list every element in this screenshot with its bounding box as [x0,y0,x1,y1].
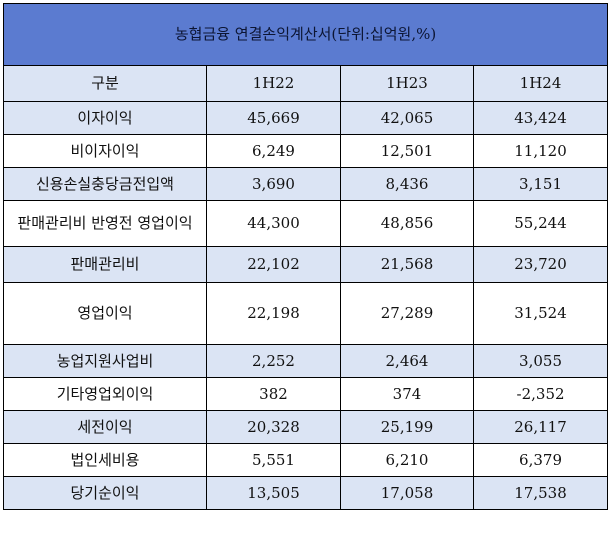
table-row: 기타영업외이익 382 374 -2,352 [3,377,609,411]
header-row: 구분 1H22 1H23 1H24 [3,65,609,102]
cell-1h22: 13,505 [206,476,341,510]
cell-1h22: 20,328 [206,410,341,444]
cell-1h24: 26,117 [472,410,609,444]
table-row: 이자이익 45,669 42,065 43,424 [3,101,609,135]
cell-1h23: 27,289 [340,282,474,345]
row-label: 이자이익 [3,101,207,135]
cell-1h22: 22,102 [206,246,341,283]
table-row: 신용손실충당금전입액 3,690 8,436 3,151 [3,167,609,201]
table-row: 당기순이익 13,505 17,058 17,538 [3,476,609,510]
table-row: 농업지원사업비 2,252 2,464 3,055 [3,344,609,378]
cell-1h22: 3,690 [206,167,341,201]
cell-1h23: 8,436 [340,167,474,201]
cell-1h23: 17,058 [340,476,474,510]
cell-1h22: 45,669 [206,101,341,135]
row-label: 세전이익 [3,410,207,444]
cell-1h24: 3,055 [472,344,609,378]
income-statement-table: 농협금융 연결손익계산서(단위:십억원,%) 구분 1H22 1H23 1H24… [2,3,609,510]
cell-1h23: 21,568 [340,246,474,283]
cell-1h22: 44,300 [206,200,341,247]
row-label: 비이자이익 [3,134,207,168]
cell-1h24: 11,120 [472,134,609,168]
cell-1h22: 382 [206,377,341,411]
row-label: 판매관리비 반영전 영업이익 [3,200,207,247]
cell-1h22: 6,249 [206,134,341,168]
row-label: 농업지원사업비 [3,344,207,378]
row-label: 판매관리비 [3,246,207,283]
cell-1h23: 42,065 [340,101,474,135]
cell-1h24: 6,379 [472,443,609,477]
row-label: 법인세비용 [3,443,207,477]
row-label: 기타영업외이익 [3,377,207,411]
cell-1h24: -2,352 [472,377,609,411]
table-row: 비이자이익 6,249 12,501 11,120 [3,134,609,168]
cell-1h24: 55,244 [472,200,609,247]
cell-1h24: 3,151 [472,167,609,201]
header-1h23: 1H23 [340,65,474,102]
table-row: 법인세비용 5,551 6,210 6,379 [3,443,609,477]
cell-1h22: 22,198 [206,282,341,345]
cell-1h23: 48,856 [340,200,474,247]
header-category: 구분 [3,65,207,102]
table-row: 세전이익 20,328 25,199 26,117 [3,410,609,444]
table-row: 판매관리비 반영전 영업이익 44,300 48,856 55,244 [3,200,609,247]
table-title: 농협금융 연결손익계산서(단위:십억원,%) [2,3,609,66]
cell-1h24: 43,424 [472,101,609,135]
row-label: 영업이익 [3,282,207,345]
cell-1h23: 12,501 [340,134,474,168]
cell-1h22: 5,551 [206,443,341,477]
cell-1h23: 6,210 [340,443,474,477]
header-1h22: 1H22 [206,65,341,102]
row-label: 당기순이익 [3,476,207,510]
cell-1h24: 31,524 [472,282,609,345]
header-1h24: 1H24 [472,65,609,102]
cell-1h23: 2,464 [340,344,474,378]
cell-1h23: 25,199 [340,410,474,444]
row-label: 신용손실충당금전입액 [3,167,207,201]
table-row: 판매관리비 22,102 21,568 23,720 [3,246,609,283]
table-row: 영업이익 22,198 27,289 31,524 [3,282,609,345]
cell-1h22: 2,252 [206,344,341,378]
cell-1h24: 23,720 [472,246,609,283]
cell-1h23: 374 [340,377,474,411]
cell-1h24: 17,538 [472,476,609,510]
